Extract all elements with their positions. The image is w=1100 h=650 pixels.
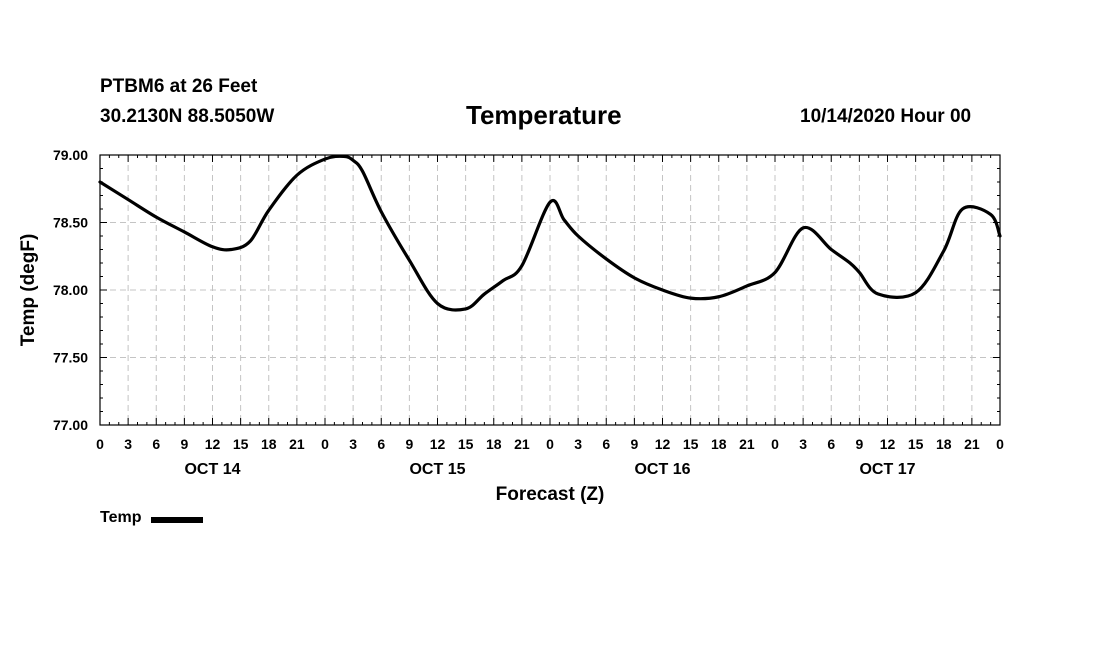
station-label: PTBM6 at 26 Feet: [100, 76, 258, 97]
day-label: OCT 16: [634, 461, 690, 478]
x-tick-label: 21: [514, 436, 530, 452]
legend-label: Temp: [100, 509, 142, 526]
y-tick-label: 77.50: [53, 350, 88, 366]
x-tick-label: 18: [486, 436, 502, 452]
x-tick-label: 12: [655, 436, 671, 452]
x-tick-label: 0: [771, 436, 779, 452]
x-tick-label: 3: [574, 436, 582, 452]
forecast-run-time: 10/14/2020 Hour 00: [800, 106, 972, 127]
x-tick-label: 3: [799, 436, 807, 452]
x-tick-label: 18: [711, 436, 727, 452]
x-tick-label: 12: [880, 436, 896, 452]
day-label: OCT 15: [409, 461, 465, 478]
legend: Temp: [100, 509, 204, 527]
x-tick-label: 12: [205, 436, 221, 452]
x-tick-label: 9: [855, 436, 863, 452]
day-label: OCT 14: [184, 461, 240, 478]
x-tick-label: 18: [261, 436, 277, 452]
x-tick-label: 15: [233, 436, 249, 452]
x-tick-label: 9: [630, 436, 638, 452]
y-tick-label: 78.50: [53, 215, 88, 231]
chart-title: Temperature: [466, 100, 622, 130]
x-tick-label: 15: [908, 436, 924, 452]
x-tick-label: 18: [936, 436, 952, 452]
x-tick-label: 9: [180, 436, 188, 452]
x-tick-label: 0: [546, 436, 554, 452]
x-tick-label: 3: [349, 436, 357, 452]
y-tick-label: 78.00: [53, 282, 88, 298]
x-tick-label: 0: [321, 436, 329, 452]
x-tick-label: 0: [996, 436, 1004, 452]
y-tick-label: 77.00: [53, 417, 88, 433]
x-tick-label: 21: [964, 436, 980, 452]
day-label: OCT 17: [859, 461, 915, 478]
x-tick-label: 9: [405, 436, 413, 452]
legend-swatch: [151, 517, 204, 523]
x-tick-label: 6: [377, 436, 385, 452]
x-tick-label: 6: [827, 436, 835, 452]
x-tick-label: 6: [602, 436, 610, 452]
station-coordinates: 30.2130N 88.5050W: [100, 106, 275, 127]
x-tick-label: 12: [430, 436, 446, 452]
series-line-temp: [98, 154, 1002, 312]
y-axis-label: Temp (degF): [18, 234, 39, 347]
x-tick-label: 15: [683, 436, 699, 452]
x-tick-label: 3: [124, 436, 132, 452]
x-axis-label: Forecast (Z): [496, 484, 605, 505]
x-tick-label: 15: [458, 436, 474, 452]
plot-frame: [99, 154, 1001, 426]
x-tick-label: 0: [96, 436, 104, 452]
x-tick-label: 6: [152, 436, 160, 452]
x-tick-label: 21: [739, 436, 755, 452]
y-tick-label: 79.00: [53, 147, 88, 163]
x-tick-label: 21: [289, 436, 305, 452]
